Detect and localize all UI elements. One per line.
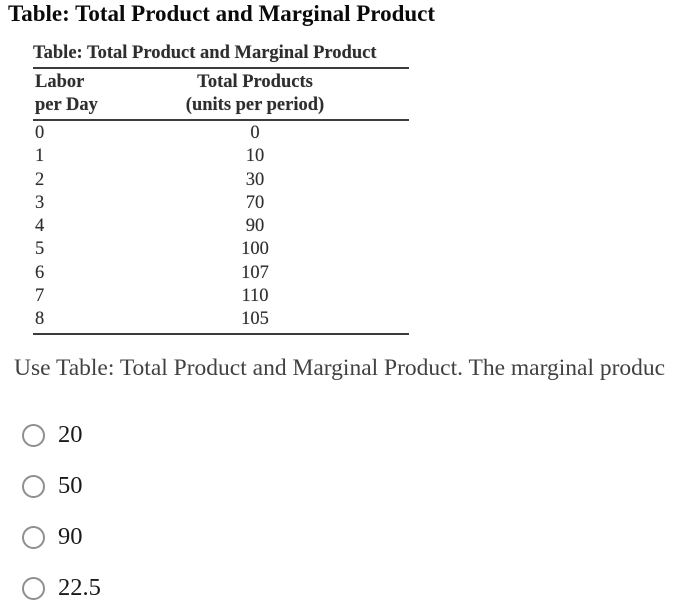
total-cell: 105 — [241, 309, 269, 330]
radio-button[interactable] — [22, 423, 45, 447]
total-products-header-line1: Total Products — [197, 72, 313, 92]
table-title: Table: Total Product and Marginal Produc… — [33, 43, 377, 63]
labor-cell: 8 — [35, 309, 45, 330]
labor-cell: 5 — [35, 239, 45, 260]
total-products-header-line2: (units per period) — [185, 95, 325, 115]
table-row: 5 100 — [33, 238, 409, 261]
labor-cell: 7 — [35, 286, 45, 307]
labor-header-line1: Labor — [35, 72, 85, 92]
answer-option[interactable]: 22.5 — [22, 574, 101, 602]
table-row: 1 10 — [33, 145, 409, 168]
labor-cell: 3 — [35, 192, 45, 213]
total-cell: 100 — [241, 239, 269, 260]
table-row: 6 107 — [33, 262, 409, 285]
labor-cell: 1 — [35, 146, 45, 167]
total-cell: 10 — [245, 146, 265, 167]
labor-cell: 6 — [35, 262, 45, 283]
answer-option[interactable]: 20 — [22, 421, 101, 449]
table-row: 8 105 — [33, 308, 409, 331]
table-row: 4 90 — [33, 215, 409, 238]
total-cell: 0 — [250, 123, 260, 143]
total-cell: 70 — [245, 192, 265, 213]
labor-cell: 0 — [35, 123, 45, 143]
radio-button[interactable] — [22, 576, 45, 600]
radio-button[interactable] — [22, 525, 45, 549]
table-row: 0 0 — [33, 122, 409, 145]
option-label[interactable]: 50 — [58, 472, 83, 499]
option-label[interactable]: 90 — [58, 523, 83, 550]
question-text: Use Table: Total Product and Marginal Pr… — [14, 355, 666, 381]
labor-cell: 4 — [35, 216, 45, 237]
total-cell: 90 — [245, 216, 265, 237]
total-cell: 107 — [241, 262, 269, 283]
total-cell: 110 — [241, 286, 269, 307]
answer-option[interactable]: 90 — [22, 523, 101, 551]
table-rule-bottom — [33, 332, 409, 335]
table-body: 0 0 1 10 2 30 3 70 4 90 5 100 6 107 7 11 — [33, 122, 409, 332]
exhibit-table: Table: Total Product and Marginal Produc… — [33, 41, 409, 335]
table-rule-header — [33, 119, 409, 121]
answer-options: 20 50 90 22.5 — [22, 421, 101, 603]
table-header: Labor Total Products per Day (units per … — [33, 71, 409, 121]
option-label[interactable]: 22.5 — [58, 574, 101, 601]
answer-option[interactable]: 50 — [22, 472, 101, 500]
table-row: 3 70 — [33, 192, 409, 215]
radio-button[interactable] — [22, 474, 45, 498]
exhibit-heading: Table: Total Product and Marginal Produc… — [8, 1, 436, 26]
table-row: 2 30 — [33, 169, 409, 192]
labor-cell: 2 — [35, 169, 45, 190]
option-label[interactable]: 20 — [58, 421, 83, 448]
labor-header-line2: per Day — [35, 95, 98, 115]
table-rule-top — [33, 67, 409, 69]
total-cell: 30 — [245, 169, 265, 190]
table-row: 7 110 — [33, 285, 409, 308]
